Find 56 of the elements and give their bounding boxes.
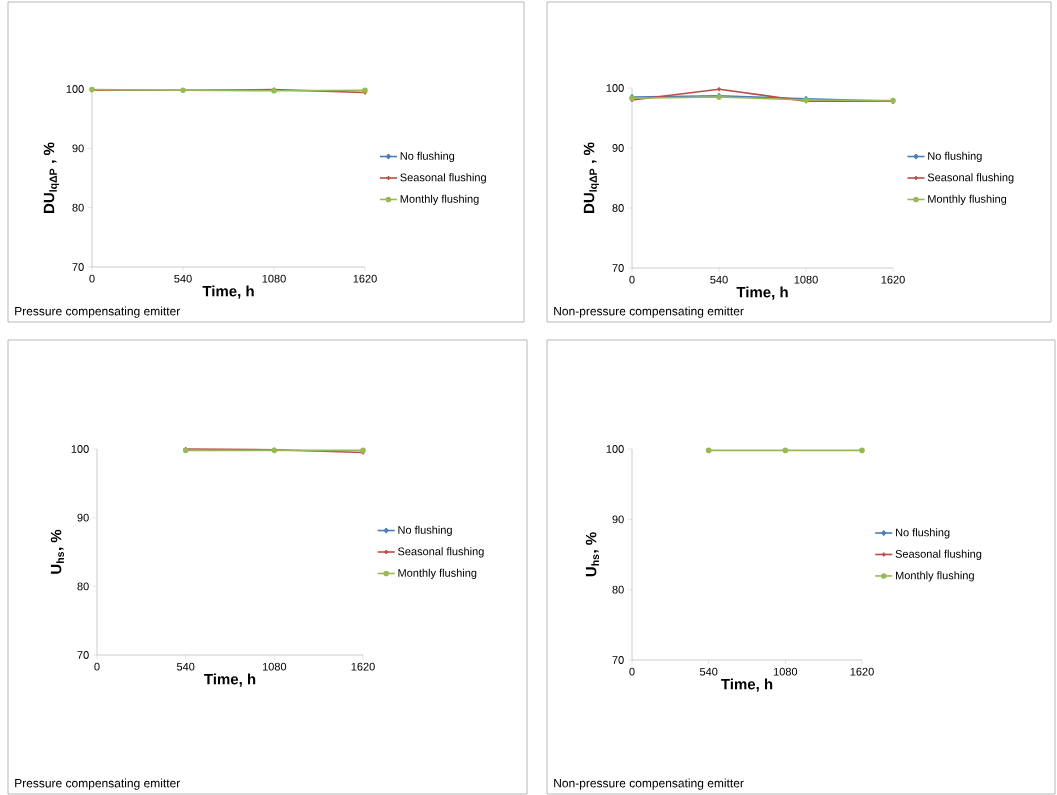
x-tick-label: 1620 [850,667,874,676]
y-tick-label: 90 [77,513,89,522]
legend-label: Monthly flushing [400,194,479,205]
legend-label: Seasonal flushing [400,173,486,184]
y-axis-title: DU$_{lqΔP}$ , % [43,142,59,213]
y-tick-label: 70 [612,264,624,272]
x-tick-label: 1080 [794,275,818,284]
legend-label: Seasonal flushing [398,547,484,558]
y-tick-label: 100 [66,85,84,93]
x-tick-label: 1080 [773,667,798,676]
x-axis-title: Time, h [204,673,256,687]
x-tick-label: 1620 [353,274,377,283]
legend-label: Monthly flushing [895,571,974,582]
x-tick-label: 0 [94,662,100,671]
legend-label: Seasonal flushing [927,173,1014,184]
y-axis-title: DU$_{lqΔP}$ , % [583,142,599,213]
y-tick-label: 70 [612,656,624,664]
legend-label: Monthly flushing [928,194,1007,205]
x-tick-label: 1620 [881,275,905,284]
y-tick-label: 90 [612,144,624,152]
x-axis-title: Time, h [721,678,773,692]
y-tick-label: 100 [71,445,89,453]
y-tick-label: 80 [72,203,84,212]
text: Non-pressure compensating emitter [554,306,744,318]
legend-label: No flushing [895,528,950,539]
y-tick-label: 90 [72,144,84,153]
y-tick-label: 100 [606,445,624,453]
legend-label: Seasonal flushing [895,549,982,561]
x-tick-label: 1620 [351,662,375,671]
y-axis-title: U$_{hs}$, % [585,532,599,577]
y-axis-title: U$_{hs}$, % [50,529,64,574]
legend-label: No flushing [398,525,452,537]
x-tick-label: 540 [174,274,192,283]
y-tick-label: 70 [72,263,84,271]
x-tick-label: 540 [699,667,718,676]
x-tick-label: 540 [176,662,195,671]
y-tick-label: 100 [606,84,624,92]
x-axis-title: Time, h [202,285,254,299]
y-tick-label: 80 [612,585,624,594]
x-tick-label: 0 [629,275,635,284]
x-tick-label: 1080 [262,274,286,283]
y-tick-label: 80 [612,204,624,212]
x-tick-label: 540 [710,275,728,284]
text: Non-pressure compensating emitter [554,778,744,790]
legend-label: No flushing [928,151,982,163]
y-tick-label: 70 [77,651,89,659]
x-tick-label: 1080 [262,662,287,671]
y-tick-label: 90 [612,515,624,524]
x-axis-title: Time, h [736,286,788,300]
legend-label: Monthly flushing [398,568,477,579]
y-tick-label: 80 [77,582,89,591]
text: Pressure compensating emitter [15,306,181,318]
text: Pressure compensating emitter [15,778,181,790]
x-tick-label: 0 [89,274,95,283]
legend-label: No flushing [400,151,455,163]
x-tick-label: 0 [629,667,635,676]
